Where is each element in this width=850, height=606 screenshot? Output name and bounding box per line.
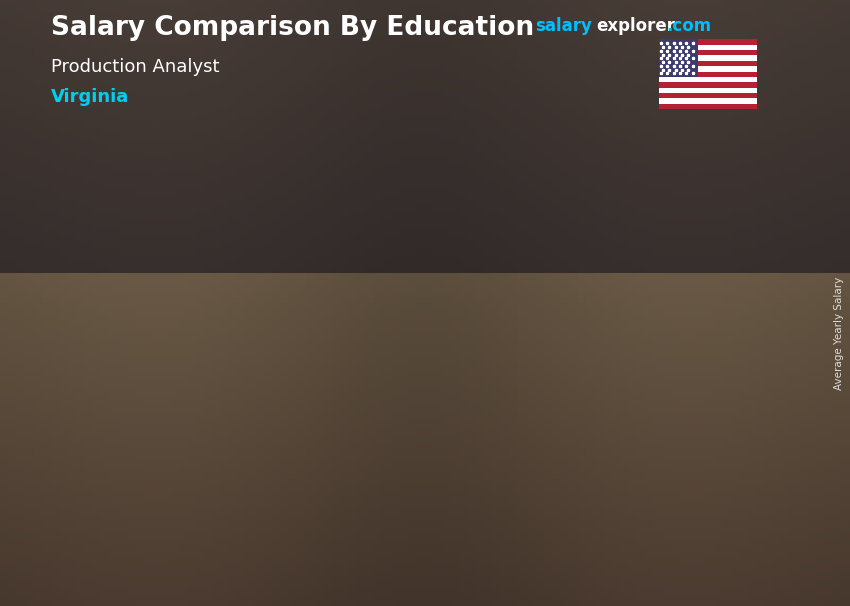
Bar <box>138 398 230 530</box>
Bar <box>659 98 756 104</box>
Text: salary: salary <box>536 17 592 35</box>
Bar <box>659 39 756 45</box>
Polygon shape <box>125 398 138 530</box>
Text: +42%: +42% <box>501 210 591 238</box>
Bar <box>659 50 756 56</box>
Bar <box>659 56 756 61</box>
Text: 87,000 USD: 87,000 USD <box>85 372 176 386</box>
Polygon shape <box>366 330 471 336</box>
Bar <box>379 330 471 530</box>
Text: Production Analyst: Production Analyst <box>51 58 219 76</box>
Text: .com: .com <box>666 17 711 35</box>
Text: Average Yearly Salary: Average Yearly Salary <box>834 277 844 390</box>
Polygon shape <box>125 398 230 402</box>
Bar <box>659 66 756 72</box>
Text: Salary Comparison By Education: Salary Comparison By Education <box>51 15 534 41</box>
Text: 187,000 USD: 187,000 USD <box>592 221 693 235</box>
Polygon shape <box>607 530 712 534</box>
Bar <box>659 39 698 77</box>
Bar <box>659 45 756 50</box>
Polygon shape <box>607 247 712 255</box>
Polygon shape <box>366 530 471 534</box>
Polygon shape <box>607 247 620 530</box>
Bar <box>659 61 756 66</box>
Bar <box>659 72 756 77</box>
Bar <box>659 104 756 109</box>
Bar <box>659 77 756 82</box>
Text: 132,000 USD: 132,000 USD <box>350 304 451 318</box>
Bar <box>0 0 850 273</box>
Polygon shape <box>125 530 230 534</box>
Text: Virginia: Virginia <box>51 88 129 106</box>
Bar <box>659 88 756 93</box>
Text: +52%: +52% <box>259 296 349 324</box>
Text: explorer: explorer <box>597 17 676 35</box>
Polygon shape <box>366 330 379 530</box>
Bar <box>659 93 756 98</box>
Bar <box>620 247 712 530</box>
Bar <box>659 82 756 88</box>
